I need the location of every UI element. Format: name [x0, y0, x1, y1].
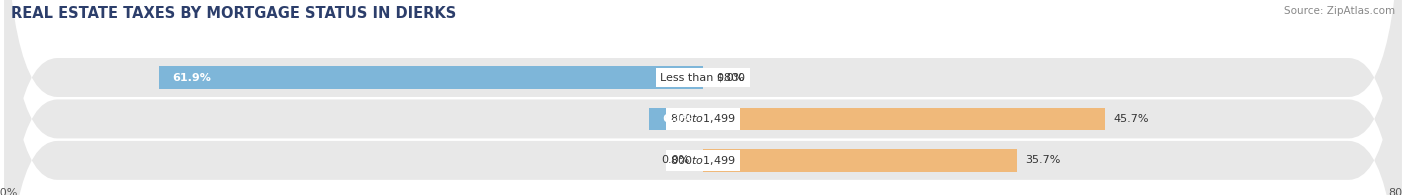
Text: Source: ZipAtlas.com: Source: ZipAtlas.com [1284, 6, 1395, 16]
Text: $800 to $1,499: $800 to $1,499 [671, 154, 735, 167]
FancyBboxPatch shape [4, 0, 1402, 195]
Bar [159, 66, 703, 89]
Text: 45.7%: 45.7% [1114, 114, 1149, 124]
Text: 35.7%: 35.7% [1025, 155, 1062, 165]
Text: Less than $800: Less than $800 [661, 73, 745, 82]
Bar [703, 149, 1017, 172]
Bar [650, 108, 703, 130]
Text: $800 to $1,499: $800 to $1,499 [671, 113, 735, 125]
Text: 6.1%: 6.1% [662, 114, 693, 124]
Bar [703, 108, 1105, 130]
FancyBboxPatch shape [4, 0, 1402, 195]
Text: 61.9%: 61.9% [173, 73, 211, 82]
Text: REAL ESTATE TAXES BY MORTGAGE STATUS IN DIERKS: REAL ESTATE TAXES BY MORTGAGE STATUS IN … [11, 6, 457, 21]
Text: 0.0%: 0.0% [662, 155, 690, 165]
FancyBboxPatch shape [4, 0, 1402, 195]
Text: 0.0%: 0.0% [716, 73, 744, 82]
